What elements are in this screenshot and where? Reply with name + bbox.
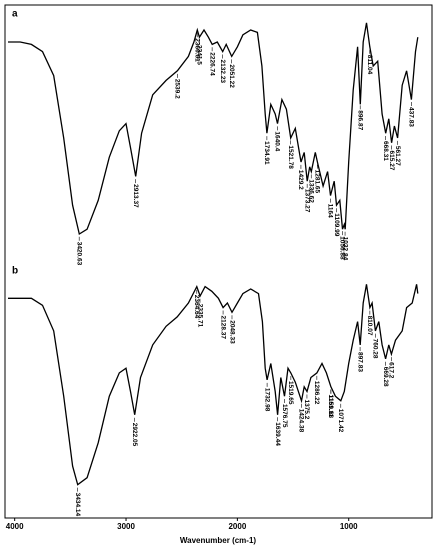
peak-label: 1159.68 (327, 395, 334, 419)
peak-label: 1521.78 (287, 145, 294, 169)
peak-label: 897.83 (356, 352, 363, 372)
peak-label: 1639.44 (274, 422, 281, 446)
frame (4, 4, 433, 519)
peak-label: 2132.23 (219, 60, 226, 84)
peak-label: 437.83 (408, 107, 415, 127)
panel-label: b (12, 266, 18, 277)
x-tick-label: 1000 (340, 522, 358, 531)
peak-label: 1576.75 (281, 404, 288, 428)
peak-label: 2048.33 (228, 320, 235, 344)
peak-label: 1032.84 (341, 237, 348, 261)
x-tick-label: 3000 (117, 522, 135, 531)
peak-label: 668.31 (382, 141, 389, 161)
peak-label: 810.07 (366, 316, 373, 336)
peak-label: 1286.22 (313, 381, 320, 405)
peak-label: 1109.99 (333, 213, 340, 237)
peak-label: 1375.2 (303, 399, 310, 419)
peak-label: 3434.14 (74, 493, 81, 517)
spectrum-line (8, 22, 419, 236)
peak-label: 1071.42 (337, 409, 344, 433)
peak-label: 1056.88 (339, 236, 346, 260)
peak-label: 1424.38 (298, 409, 305, 433)
peak-label: 617.2 (388, 362, 395, 379)
peak-label: 1732.98 (263, 388, 270, 412)
x-tick-label: 2000 (228, 522, 246, 531)
peak-label: 1281.65 (314, 170, 321, 194)
peak-label: 3420.63 (75, 242, 82, 266)
peak-label: 1429.2 (297, 170, 304, 190)
peak-label: 669.28 (382, 367, 389, 387)
x-tick-label: 4000 (6, 522, 24, 531)
peak-label: 1519.65 (287, 381, 294, 405)
peak-label: 2128.37 (219, 316, 226, 340)
peak-label: 2913.37 (132, 184, 139, 208)
peak-label: 1640.4 (274, 131, 281, 151)
peak-label: 2364.64 (193, 295, 200, 319)
x-axis-title: Wavenumber (cm-1) (180, 536, 257, 545)
peak-label: 1161.11 (327, 394, 334, 417)
peak-label: 811.04 (366, 55, 373, 75)
peak-label: 896.87 (356, 110, 363, 130)
peak-label: 2922.05 (131, 423, 138, 447)
panel-label: a (12, 9, 18, 20)
peak-label: 2341.5 (196, 45, 203, 65)
peak-label: 615.27 (388, 151, 395, 171)
peak-label: 2051.22 (228, 64, 235, 88)
peak-label: 2360.61 (194, 38, 201, 62)
peak-label: 561.27 (394, 146, 401, 166)
peak-label: 760.28 (372, 339, 379, 359)
peak-label: 1336.62 (308, 179, 315, 203)
peak-label: 1734.91 (263, 141, 270, 165)
spectrum-line (8, 284, 419, 486)
peak-label: 2335.71 (196, 304, 203, 328)
peak-label: 2539.2 (174, 79, 181, 99)
peak-label: 2226.74 (208, 52, 215, 76)
peak-label: 1164 (327, 204, 334, 218)
peak-label: 1373.27 (303, 189, 310, 213)
